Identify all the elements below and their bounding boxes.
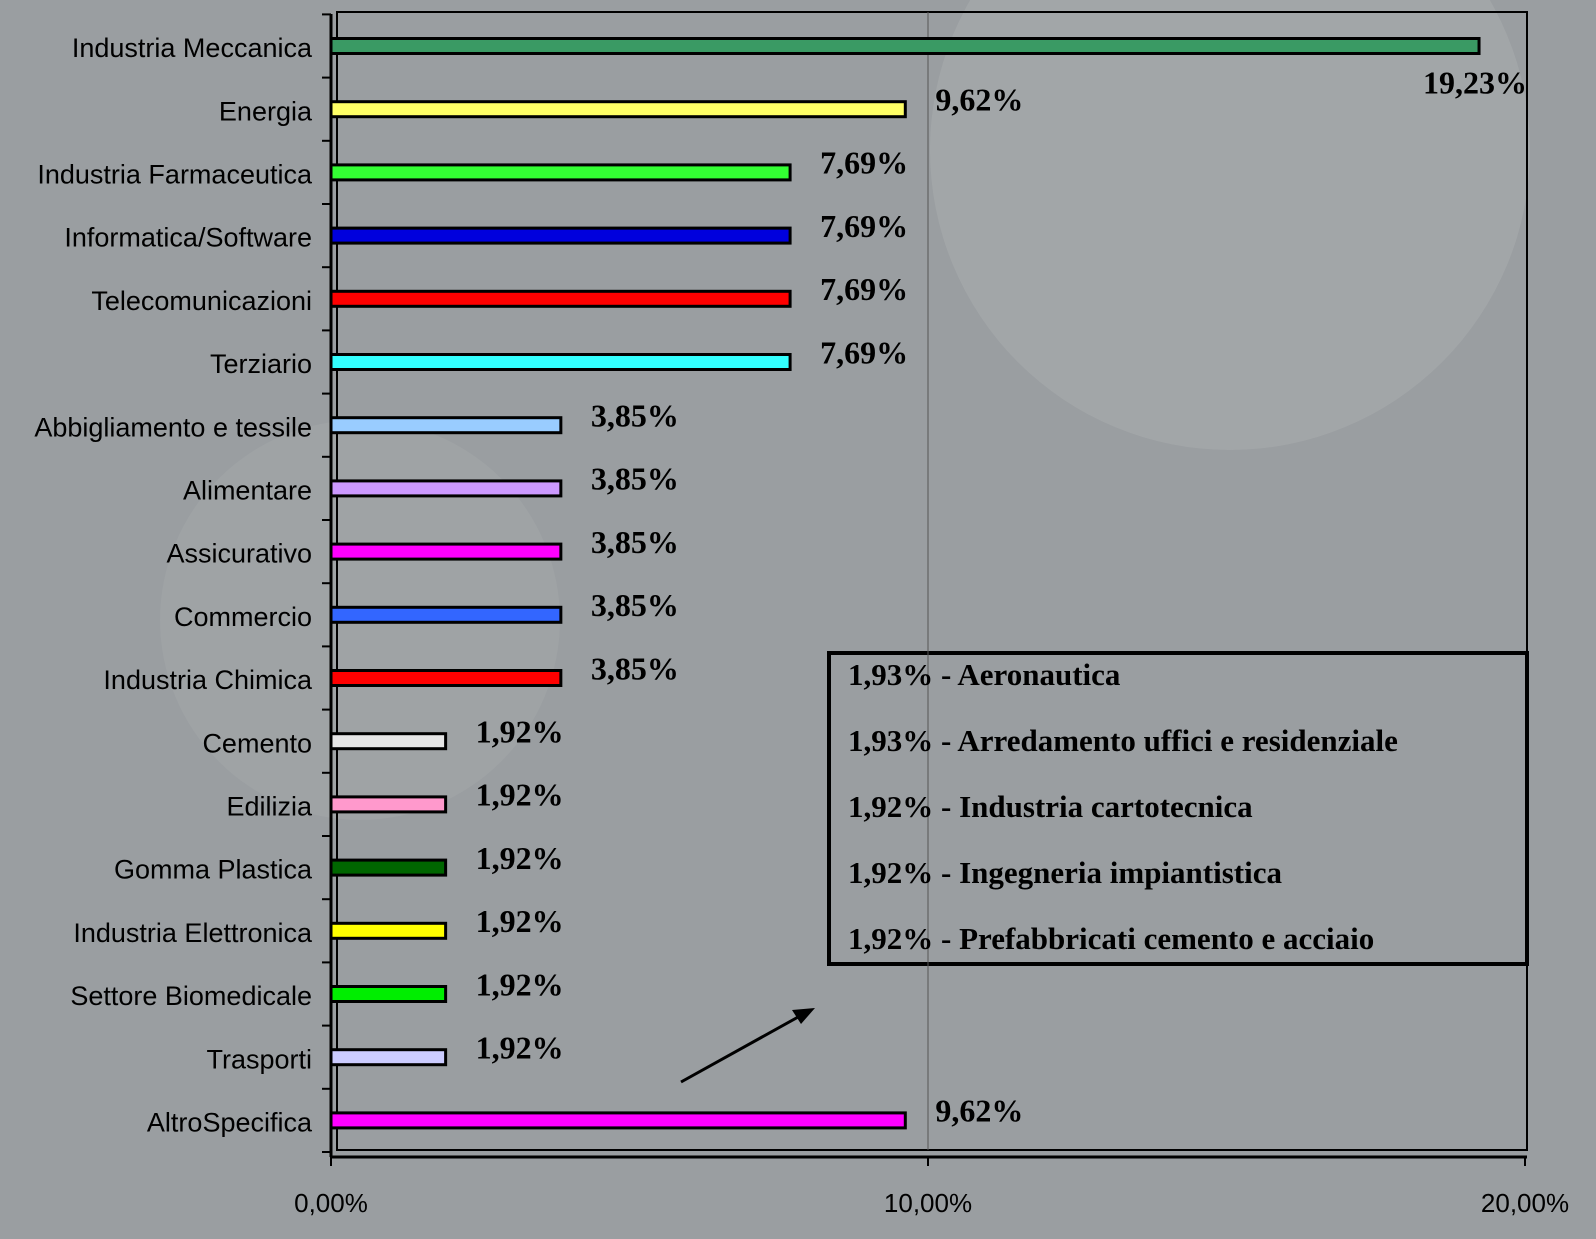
y-tick-label: Settore Biomedicale: [70, 981, 312, 1011]
y-tick-label: Industria Chimica: [103, 665, 313, 695]
value-label: 3,85%: [591, 398, 679, 434]
y-tick-label: Terziario: [210, 349, 312, 379]
value-label: 1,92%: [476, 966, 564, 1002]
annotation: 1,92% - Industria cartotecnica: [848, 789, 1253, 824]
value-label: 1,92%: [476, 903, 564, 939]
bar: [329, 1048, 448, 1067]
bar: [329, 37, 1481, 55]
y-tick-label: Industria Farmaceutica: [37, 160, 313, 190]
bar: [329, 226, 792, 245]
y-tick-label: AltroSpecifica: [147, 1108, 313, 1138]
y-tick-label: Commercio: [174, 602, 312, 632]
bar: [329, 732, 448, 751]
annotation: 1,93% - Aeronautica: [848, 657, 1121, 692]
bar: [329, 479, 563, 498]
bar: [329, 605, 563, 624]
bar: [329, 921, 448, 940]
y-tick-label: Informatica/Software: [64, 223, 312, 253]
x-tick-label: 20,00%: [1481, 1188, 1569, 1218]
bar: [329, 669, 563, 687]
bar: [329, 858, 448, 877]
plot-border: [336, 11, 1528, 1151]
y-tick-label: Energia: [219, 96, 313, 126]
bar: [329, 353, 792, 371]
value-label: 3,85%: [591, 461, 679, 497]
y-tick-label: Cemento: [202, 728, 312, 758]
y-tick-label: Trasporti: [206, 1044, 312, 1074]
value-label: 19,23%: [1423, 64, 1527, 100]
annotation: 1,92% - Ingegneria impiantistica: [848, 855, 1282, 890]
value-label: 7,69%: [820, 208, 908, 244]
value-label: 1,92%: [476, 777, 564, 813]
arrow-line: [680, 1014, 801, 1084]
bar: [329, 542, 563, 561]
value-label: 7,69%: [820, 334, 908, 370]
value-label: 1,92%: [476, 840, 564, 876]
bar: [329, 416, 563, 435]
value-label: 9,62%: [935, 1093, 1023, 1129]
annotation: 1,92% - Prefabbricati cemento e acciaio: [848, 921, 1374, 956]
value-label: 7,69%: [820, 271, 908, 307]
value-label: 9,62%: [935, 82, 1023, 118]
bar: [329, 1111, 907, 1130]
value-label: 1,92%: [476, 1030, 564, 1066]
y-tick-label: Alimentare: [183, 476, 312, 506]
arrow-head: [792, 1008, 815, 1024]
background-globe: [930, 0, 1530, 450]
bar: [329, 100, 907, 119]
value-label: 3,85%: [591, 524, 679, 560]
y-tick-label: Industria Elettronica: [73, 918, 313, 948]
bar: [329, 163, 792, 182]
y-tick-label: Industria Meccanica: [72, 33, 313, 63]
annotation: 1,93% - Arredamento uffici e residenzial…: [848, 723, 1398, 758]
bar: [329, 795, 448, 814]
bar: [329, 289, 792, 308]
y-tick-label: Edilizia: [226, 792, 313, 822]
y-tick-label: Telecomunicazioni: [91, 286, 312, 316]
annotation-box: [827, 651, 1529, 966]
y-tick-label: Assicurativo: [166, 539, 312, 569]
value-label: 1,92%: [476, 714, 564, 750]
y-tick-label: Abbigliamento e tessile: [34, 412, 312, 442]
y-tick-label: Gomma Plastica: [114, 855, 313, 885]
value-label: 3,85%: [591, 650, 679, 686]
x-tick-label: 0,00%: [294, 1188, 368, 1218]
value-label: 3,85%: [591, 587, 679, 623]
x-tick-label: 10,00%: [884, 1188, 972, 1218]
value-label: 7,69%: [820, 145, 908, 181]
bar: [329, 985, 448, 1003]
